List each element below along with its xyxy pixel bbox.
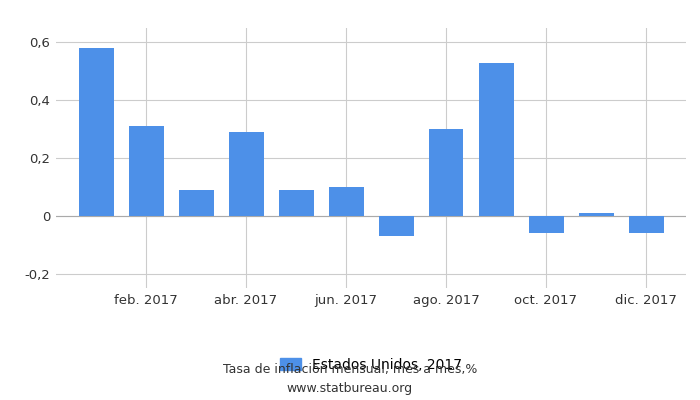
Text: www.statbureau.org: www.statbureau.org	[287, 382, 413, 395]
Bar	[379, 216, 414, 236]
Bar	[228, 132, 263, 216]
Bar	[328, 187, 363, 216]
Bar	[528, 216, 564, 233]
Legend: Estados Unidos, 2017: Estados Unidos, 2017	[274, 352, 468, 377]
Bar	[129, 126, 164, 216]
Text: Tasa de inflación mensual, mes a mes,%: Tasa de inflación mensual, mes a mes,%	[223, 364, 477, 376]
Bar	[428, 129, 463, 216]
Bar	[178, 190, 214, 216]
Bar	[479, 63, 514, 216]
Bar	[578, 213, 613, 216]
Bar	[78, 48, 113, 216]
Bar	[629, 216, 664, 233]
Bar	[279, 190, 314, 216]
